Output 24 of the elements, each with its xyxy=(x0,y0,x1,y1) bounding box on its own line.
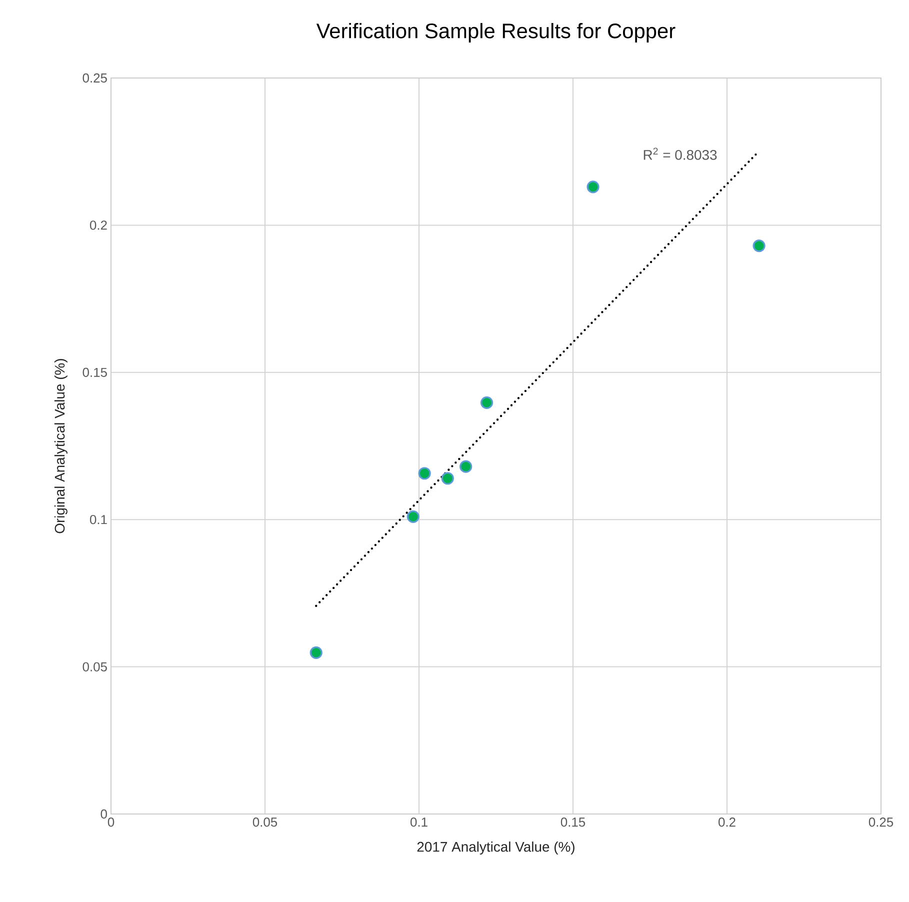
x-axis-title: 2017 Analytical Value (%) xyxy=(417,842,574,855)
y-tick-label: 0.1 xyxy=(90,515,107,524)
x-tick-label: 0.15 xyxy=(560,818,586,827)
point xyxy=(480,396,494,410)
y-axis-title: Original Analytical Value (%) xyxy=(54,359,68,534)
point xyxy=(418,467,431,480)
x-tick-label: 0.1 xyxy=(410,818,428,827)
point xyxy=(441,472,454,485)
x-tick-label: 0 xyxy=(108,818,114,827)
annotation: R$^{2}$ = 0.8033 xyxy=(644,148,717,160)
x-tick-label: 0.25 xyxy=(868,818,894,827)
y-tick-label: 0.05 xyxy=(82,662,107,672)
x-tick-label: 0.2 xyxy=(718,818,736,827)
y-tick-label: 0 xyxy=(100,809,107,819)
y-tick-label: 0.25 xyxy=(82,73,107,83)
chart-title: Verification Sample Results for Copper xyxy=(316,22,676,42)
x-tick-label: 0.05 xyxy=(252,818,278,827)
point xyxy=(460,460,472,473)
point xyxy=(310,646,322,659)
point xyxy=(406,510,420,523)
y-tick-label: 0.15 xyxy=(82,368,107,377)
point xyxy=(586,180,600,194)
point xyxy=(752,240,766,252)
y-tick-label: 0.2 xyxy=(90,220,107,230)
